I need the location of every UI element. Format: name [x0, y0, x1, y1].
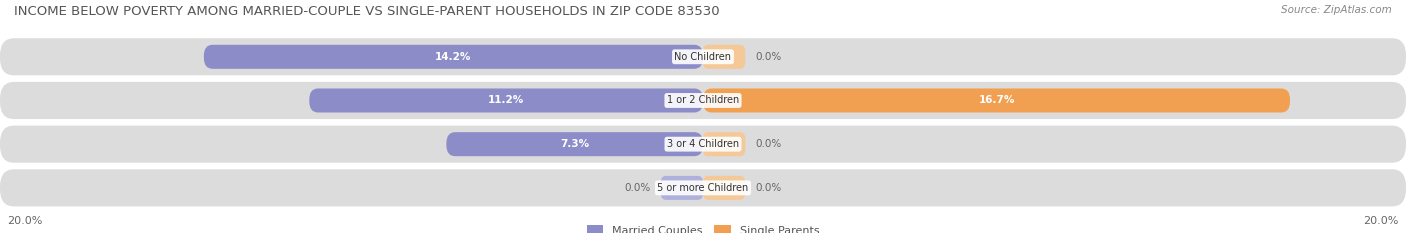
Text: 20.0%: 20.0% [1364, 216, 1399, 226]
Legend: Married Couples, Single Parents: Married Couples, Single Parents [586, 225, 820, 233]
Text: 3 or 4 Children: 3 or 4 Children [666, 139, 740, 149]
FancyBboxPatch shape [0, 82, 1406, 119]
FancyBboxPatch shape [703, 45, 745, 69]
Text: 20.0%: 20.0% [7, 216, 42, 226]
Text: Source: ZipAtlas.com: Source: ZipAtlas.com [1281, 5, 1392, 15]
Text: 0.0%: 0.0% [756, 183, 782, 193]
FancyBboxPatch shape [0, 169, 1406, 206]
Text: 0.0%: 0.0% [624, 183, 650, 193]
FancyBboxPatch shape [0, 38, 1406, 75]
Text: 14.2%: 14.2% [436, 52, 471, 62]
FancyBboxPatch shape [703, 132, 745, 156]
Text: 1 or 2 Children: 1 or 2 Children [666, 96, 740, 106]
Text: 0.0%: 0.0% [756, 139, 782, 149]
FancyBboxPatch shape [0, 126, 1406, 163]
FancyBboxPatch shape [703, 89, 1291, 113]
FancyBboxPatch shape [447, 132, 703, 156]
Text: 0.0%: 0.0% [756, 52, 782, 62]
FancyBboxPatch shape [661, 176, 703, 200]
Text: 16.7%: 16.7% [979, 96, 1015, 106]
Text: No Children: No Children [675, 52, 731, 62]
FancyBboxPatch shape [309, 89, 703, 113]
Text: INCOME BELOW POVERTY AMONG MARRIED-COUPLE VS SINGLE-PARENT HOUSEHOLDS IN ZIP COD: INCOME BELOW POVERTY AMONG MARRIED-COUPL… [14, 5, 720, 18]
FancyBboxPatch shape [204, 45, 703, 69]
Text: 7.3%: 7.3% [560, 139, 589, 149]
Text: 11.2%: 11.2% [488, 96, 524, 106]
Text: 5 or more Children: 5 or more Children [658, 183, 748, 193]
FancyBboxPatch shape [703, 176, 745, 200]
